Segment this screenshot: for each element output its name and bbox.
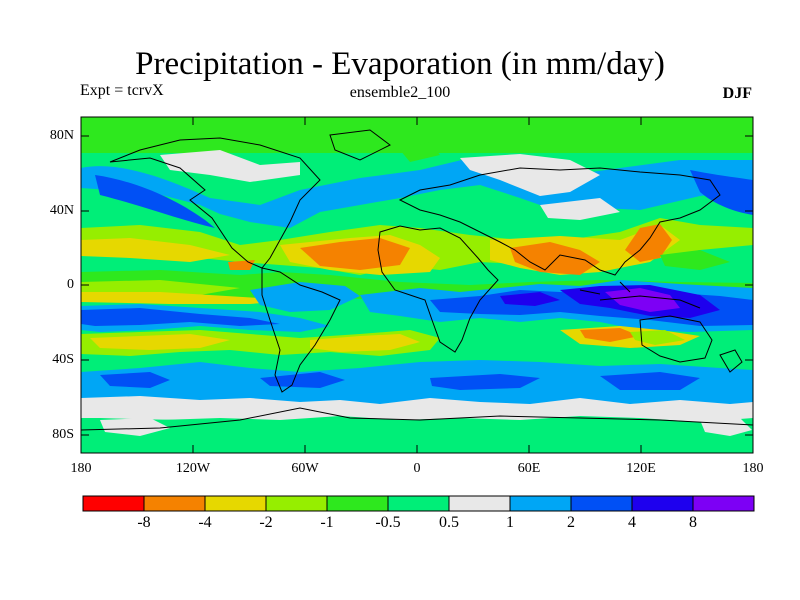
precip-evap-field (81, 117, 753, 453)
colorbar-swatch (692, 495, 755, 512)
lon-label-180e: 180 (742, 461, 764, 476)
colorbar-swatch (509, 495, 572, 512)
colorbar-label: 4 (628, 514, 636, 531)
map-title: Precipitation - Evaporation (in mm/day) (135, 46, 665, 82)
colorbar-label: -2 (259, 514, 273, 531)
experiment-label: Expt = tcrvX (80, 82, 164, 99)
colorbar-swatch (448, 495, 511, 512)
colorbar (82, 495, 755, 512)
lat-label-80n: 80N (49, 128, 74, 143)
lat-label-40n: 40N (49, 203, 74, 218)
colorbar-swatch (387, 495, 450, 512)
lon-label-180w: 180 (70, 461, 92, 476)
lon-label-120w: 120W (175, 461, 211, 476)
colorbar-label: -8 (137, 514, 151, 531)
lat-label-40s: 40S (52, 352, 74, 367)
season-label: DJF (722, 85, 752, 102)
colorbar-swatch (570, 495, 633, 512)
colorbar-label: 8 (689, 514, 697, 531)
colorbar-label: -1 (320, 514, 334, 531)
colorbar-label: -4 (198, 514, 212, 531)
colorbar-swatch (265, 495, 328, 512)
colorbar-swatch (82, 495, 145, 512)
lon-label-0: 0 (413, 461, 421, 476)
colorbar-swatch (204, 495, 267, 512)
lat-label-equator: 0 (67, 277, 74, 292)
colorbar-swatch (143, 495, 206, 512)
colorbar-swatch (631, 495, 694, 512)
colorbar-label: -0.5 (375, 514, 401, 531)
lon-label-120e: 120E (626, 461, 656, 476)
colorbar-label: 2 (567, 514, 575, 531)
colorbar-label: 0.5 (439, 514, 459, 531)
colorbar-swatch (326, 495, 389, 512)
lon-label-60w: 60W (291, 461, 319, 476)
axis-ticks (80, 117, 754, 453)
lon-label-60e: 60E (517, 461, 541, 476)
lat-label-80s: 80S (52, 427, 74, 442)
colorbar-label: 1 (506, 514, 514, 531)
coastlines (81, 129, 753, 431)
ensemble-label: ensemble2_100 (349, 84, 451, 101)
